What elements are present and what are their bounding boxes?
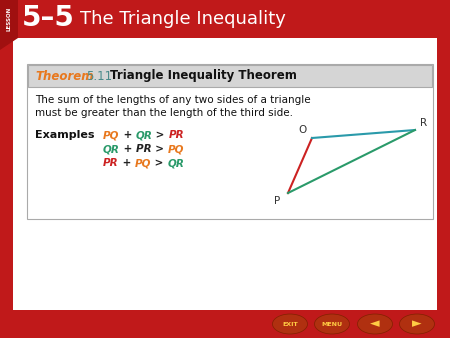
Bar	[0, 310, 450, 338]
Ellipse shape	[273, 314, 307, 334]
Text: +: +	[119, 158, 135, 168]
Text: Theorem: Theorem	[35, 70, 94, 82]
Text: PQ: PQ	[103, 130, 120, 140]
Text: The sum of the lengths of any two sides of a triangle: The sum of the lengths of any two sides …	[35, 95, 310, 105]
Text: Examples: Examples	[35, 130, 94, 140]
Text: 5–5: 5–5	[22, 4, 74, 32]
Text: QR: QR	[167, 158, 184, 168]
FancyBboxPatch shape	[27, 64, 433, 219]
Text: The Triangle Inequality: The Triangle Inequality	[80, 10, 286, 28]
Bar	[0, 38, 13, 310]
Bar	[28, 65, 432, 87]
Ellipse shape	[315, 314, 350, 334]
Text: EXIT: EXIT	[282, 321, 298, 327]
Text: P: P	[274, 196, 280, 206]
Bar	[0, 0, 450, 38]
Text: + PR >: + PR >	[120, 144, 167, 154]
Text: R: R	[420, 118, 427, 128]
Text: QR: QR	[135, 130, 153, 140]
Text: PQ: PQ	[135, 158, 151, 168]
Text: +: +	[120, 130, 135, 140]
Text: >: >	[153, 130, 168, 140]
Ellipse shape	[400, 314, 435, 334]
Bar	[13, 38, 437, 310]
Bar	[437, 38, 450, 310]
Text: QR: QR	[103, 144, 120, 154]
Text: LESSON: LESSON	[6, 7, 12, 31]
Text: 5.11: 5.11	[86, 70, 112, 82]
Text: PQ: PQ	[167, 144, 184, 154]
Text: must be greater than the length of the third side.: must be greater than the length of the t…	[35, 108, 293, 118]
Text: ◄: ◄	[370, 317, 380, 331]
Text: PR: PR	[168, 130, 184, 140]
Text: Triangle Inequality Theorem: Triangle Inequality Theorem	[110, 70, 297, 82]
Text: PR: PR	[103, 158, 119, 168]
Text: ►: ►	[412, 317, 422, 331]
Text: MENU: MENU	[321, 321, 342, 327]
Bar	[13, 295, 437, 310]
Ellipse shape	[357, 314, 392, 334]
Text: O: O	[299, 125, 307, 135]
Text: >: >	[151, 158, 167, 168]
Polygon shape	[0, 0, 18, 50]
